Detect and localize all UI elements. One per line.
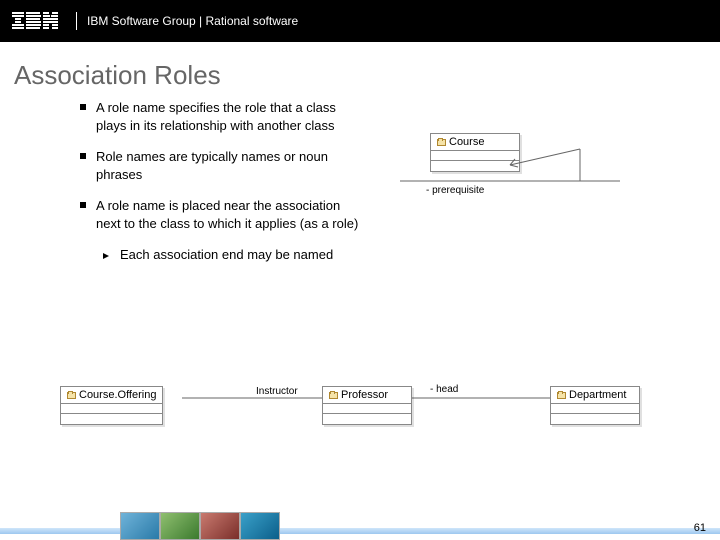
footer-tile (120, 512, 160, 540)
slide-title: Association Roles (14, 60, 720, 91)
class-icon (329, 391, 338, 400)
uml-class-courseoffering: Course.Offering (60, 386, 163, 425)
role-label-prerequisite: - prerequisite (426, 185, 484, 196)
uml-class-course: Course (430, 133, 520, 172)
uml-class-department: Department (550, 386, 640, 425)
text-column: A role name specifies the role that a cl… (20, 99, 400, 266)
footer-tile (200, 512, 240, 540)
bullet-item: Role names are typically names or noun p… (80, 148, 360, 183)
role-label-head: - head (430, 384, 458, 395)
footer-band (0, 528, 720, 534)
bullet-item: A role name is placed near the associati… (80, 197, 360, 232)
bullet-icon (80, 153, 86, 159)
uml-class-professor: Professor (322, 386, 412, 425)
slide: { "header": { "logo_text": "IBM", "subti… (0, 0, 720, 540)
class-icon (557, 391, 566, 400)
top-diagram: Course - prerequisite (400, 99, 700, 266)
header-subtitle: IBM Software Group | Rational software (87, 14, 298, 28)
class-icon (437, 138, 446, 147)
arrow-icon (102, 248, 112, 266)
bullet-icon (80, 202, 86, 208)
uml-class-name: Professor (341, 389, 388, 401)
role-label-instructor: Instructor (256, 386, 298, 397)
sub-bullet-item: Each association end may be named (102, 246, 400, 266)
page-number: 61 (694, 522, 706, 534)
uml-class-name: Course.Offering (79, 389, 156, 401)
footer-tiles (120, 512, 280, 540)
class-icon (67, 391, 76, 400)
bottom-diagram: Course.Offering Professor Department Ins… (60, 386, 670, 446)
header-divider (76, 12, 77, 30)
footer-tile (240, 512, 280, 540)
footer-tile (160, 512, 200, 540)
footer: 61 (0, 510, 720, 540)
ibm-logo (12, 12, 58, 30)
bullet-icon (80, 104, 86, 110)
header-bar: IBM Software Group | Rational software (0, 0, 720, 42)
body: A role name specifies the role that a cl… (0, 91, 720, 266)
bullet-text: Role names are typically names or noun p… (96, 148, 360, 183)
bullet-text: A role name specifies the role that a cl… (96, 99, 360, 134)
sub-bullet-text: Each association end may be named (120, 246, 333, 266)
uml-class-name: Course (449, 136, 484, 148)
bullet-item: A role name specifies the role that a cl… (80, 99, 360, 134)
bullet-text: A role name is placed near the associati… (96, 197, 360, 232)
uml-class-name: Department (569, 389, 626, 401)
